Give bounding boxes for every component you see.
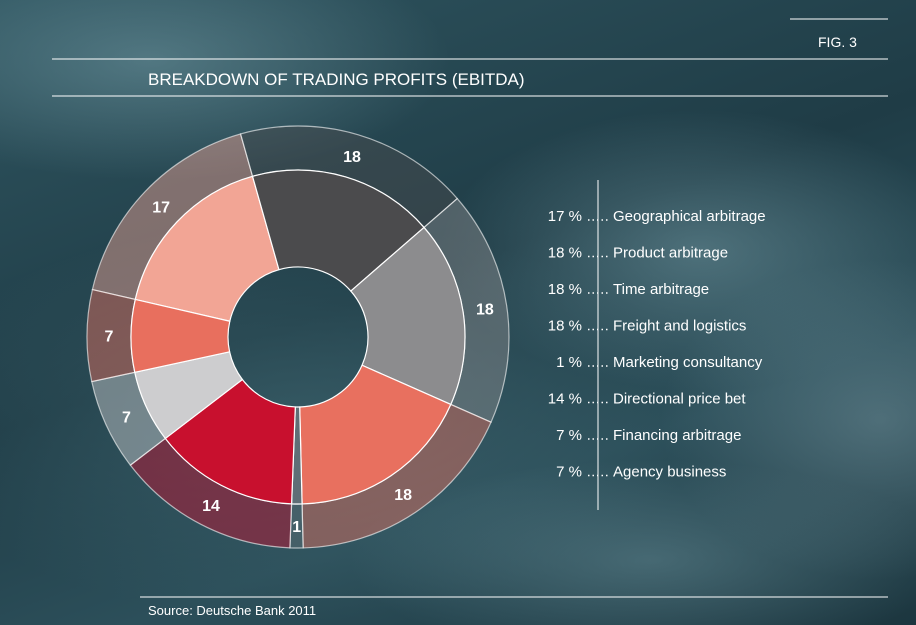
legend-value: 7 % (556, 464, 582, 481)
data-label: 18 (394, 487, 412, 504)
segment (349, 226, 466, 406)
data-label: 7 (105, 329, 114, 346)
legend-value: 17 % (548, 208, 582, 225)
data-label: 17 (152, 200, 170, 217)
segment (130, 298, 231, 374)
segment (164, 378, 296, 505)
data-label: 7 (122, 409, 131, 426)
legend-value: 14 % (548, 391, 582, 408)
legend-value: 1 % (556, 354, 582, 371)
chart-title: BREAKDOWN OF TRADING PROFITS (EBITDA) (148, 70, 525, 89)
segment (134, 175, 280, 322)
legend-label: Directional price bet (613, 391, 746, 408)
legend-label: Financing arbitrage (613, 427, 741, 444)
source: Source: Deutsche Bank 2011 (148, 603, 316, 618)
legend-value: 7 % (556, 427, 582, 444)
legend-label: Marketing consultancy (613, 354, 763, 371)
legend-label: Agency business (613, 464, 726, 481)
data-label: 1 (292, 519, 301, 536)
data-label: 14 (202, 498, 220, 515)
legend-label: Time arbitrage (613, 281, 709, 298)
legend-label: Product arbitrage (613, 245, 728, 262)
legend-value: 18 % (548, 318, 582, 335)
legend-value: 18 % (548, 245, 582, 262)
legend-label: Freight and logistics (613, 318, 746, 335)
data-label: 18 (476, 302, 494, 319)
figure-label: FIG. 3 (818, 34, 857, 50)
segment (299, 364, 452, 505)
segment (251, 169, 425, 292)
data-label: 18 (343, 149, 361, 166)
legend-label: Geographical arbitrage (613, 208, 766, 225)
legend-value: 18 % (548, 281, 582, 298)
